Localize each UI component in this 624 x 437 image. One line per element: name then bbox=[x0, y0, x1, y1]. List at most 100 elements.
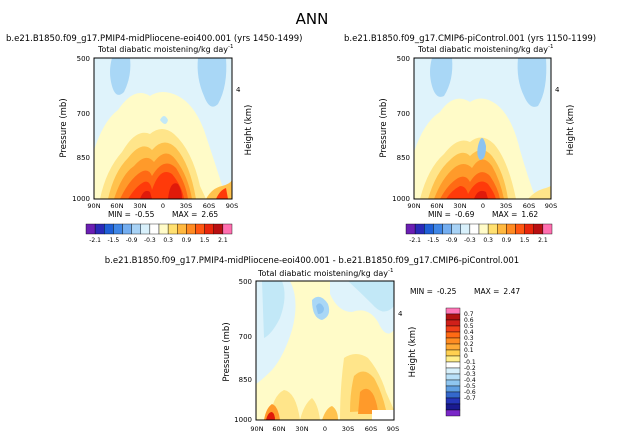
panel-b-ytick: 1000 bbox=[392, 195, 410, 203]
colorbar-diff-tick-label: 0.7 bbox=[464, 311, 474, 318]
panel-c-xtick: 30N bbox=[295, 425, 308, 433]
colorbar-a-swatch bbox=[104, 223, 114, 235]
colorbar-a-swatch bbox=[167, 223, 178, 235]
colorbar-b-swatch bbox=[542, 223, 553, 235]
panel-c-max: MAX = 2.47 bbox=[474, 287, 520, 296]
panel-c-sh-blue bbox=[348, 281, 394, 312]
colorbar-a-swatch bbox=[131, 223, 141, 235]
colorbar-diff-tick-label: -0.4 bbox=[464, 377, 476, 384]
colorbar-b-tick-label: 1.5 bbox=[520, 237, 530, 244]
panel-a-min: MIN = -0.55 bbox=[108, 210, 155, 219]
panel-a-ytick: 850 bbox=[77, 154, 90, 162]
colorbar-b-tick-label: 2.1 bbox=[538, 237, 548, 244]
panel-c-nh-red bbox=[266, 412, 275, 420]
panel-b-xtick: 60N bbox=[430, 202, 443, 210]
panel-c-ytick: 500 bbox=[239, 278, 252, 286]
panel-b-xtick: 90N bbox=[407, 202, 420, 210]
panel-a-ytick: 500 bbox=[77, 55, 90, 63]
colorbar-a-swatch bbox=[85, 223, 96, 235]
panel-c-frame bbox=[255, 280, 395, 421]
panel-b: b.e21.B1850.f09_g17.CMIP6-piControl.001 … bbox=[344, 34, 596, 219]
panel-a-case-title: b.e21.B1850.f09_g17.PMIP4-midPliocene-eo… bbox=[6, 34, 302, 44]
panel-b-xtick: 30N bbox=[453, 202, 466, 210]
panel-c-yticks: 500 700 850 1000 bbox=[234, 278, 252, 424]
panel-a-max: MAX = 2.65 bbox=[172, 210, 218, 219]
panel-c-ylabel: Pressure (mb) bbox=[222, 322, 232, 381]
panel-c-xtick: 30S bbox=[342, 425, 354, 433]
colorbar-b-tick-label: -0.3 bbox=[464, 237, 476, 244]
colorbar-b-swatch bbox=[478, 223, 489, 235]
colorbar-b-swatch bbox=[414, 223, 425, 235]
colorbar-a-swatch bbox=[195, 223, 205, 235]
colorbar-a-tick-label: -1.5 bbox=[108, 237, 120, 244]
colorbar-diff-swatch bbox=[445, 349, 461, 357]
colorbar-a-tick-label: 2.1 bbox=[218, 237, 228, 244]
panel-b-sh-yellow bbox=[528, 186, 551, 199]
colorbar-b-tick-label: -0.9 bbox=[446, 237, 458, 244]
colorbar-a-swatch bbox=[186, 223, 196, 235]
panel-a-blue-sh bbox=[197, 58, 227, 107]
panel-b-right-label: Height (km) bbox=[566, 105, 576, 156]
panel-b-blue-nh bbox=[430, 58, 453, 97]
panel-a-xtick: 0 bbox=[161, 202, 165, 210]
panel-b-field bbox=[414, 58, 551, 199]
panel-b-xtick: 60S bbox=[523, 202, 535, 210]
colorbar-diff-tick-label: -0.3 bbox=[464, 371, 476, 378]
colorbar-diff-swatch bbox=[445, 403, 461, 411]
colorbar-b-swatch bbox=[451, 223, 461, 235]
panel-c-ytick: 700 bbox=[239, 333, 252, 341]
colorbar-a-tick-label: -2.1 bbox=[89, 237, 101, 244]
panel-a-blue-eq bbox=[160, 116, 168, 124]
colorbar-a-tick-label: -0.3 bbox=[144, 237, 156, 244]
panel-b-case-title: b.e21.B1850.f09_g17.CMIP6-piControl.001 … bbox=[344, 34, 596, 44]
panel-b-frame bbox=[413, 57, 552, 200]
colorbar-b-swatch bbox=[433, 223, 443, 235]
panel-b-xtick: 30S bbox=[500, 202, 512, 210]
colorbar-a-tick-label: 0.9 bbox=[182, 237, 192, 244]
panel-a-xtick: 90N bbox=[87, 202, 100, 210]
colorbar-b-swatch bbox=[405, 223, 416, 235]
colorbar-b-swatch bbox=[524, 223, 534, 235]
colorbar-b-swatch bbox=[442, 223, 452, 235]
panel-b-deep-red bbox=[474, 190, 488, 199]
panel-b-blue-sh bbox=[517, 58, 547, 107]
colorbar-a-swatch bbox=[113, 223, 123, 235]
panel-c-xtick: 0 bbox=[323, 425, 327, 433]
colorbar-diff-swatch bbox=[445, 355, 461, 363]
panel-b-xticks: 90N 60N 30N 0 30S 60S 90S bbox=[407, 202, 557, 210]
colorbar-a-swatch bbox=[177, 223, 187, 235]
panel-c-case-title: b.e21.B1850.f09_g17.PMIP4-midPliocene-eo… bbox=[105, 256, 519, 266]
panel-c-xtick: 60S bbox=[365, 425, 377, 433]
colorbar-a-swatch bbox=[149, 223, 160, 235]
panel-a-blue-nh bbox=[110, 58, 131, 95]
colorbar-diff-tick-label: 0 bbox=[464, 353, 468, 360]
colorbar-b-tick-label: -2.1 bbox=[409, 237, 421, 244]
panel-c-eq-yellow-low bbox=[300, 398, 320, 420]
colorbar-diff-swatch bbox=[445, 361, 461, 369]
colorbar-diff-tick-label: 0.6 bbox=[464, 317, 474, 324]
colorbar-a-swatch bbox=[122, 223, 132, 235]
panel-b-min: MIN = -0.69 bbox=[428, 210, 475, 219]
colorbar-b-swatch bbox=[497, 223, 507, 235]
colorbar-a-tick-label: 0.3 bbox=[163, 237, 173, 244]
panel-a-xtick: 60N bbox=[110, 202, 123, 210]
panel-b-ytick: 850 bbox=[397, 154, 410, 162]
colorbar-diff-swatch bbox=[445, 337, 461, 345]
panel-c-nh-blue bbox=[262, 281, 285, 338]
colorbar-diff-tick-label: 0.2 bbox=[464, 341, 474, 348]
panel-c-eq-orange-low bbox=[322, 406, 338, 420]
panel-c-min: MIN = -0.25 bbox=[410, 287, 457, 296]
colorbar-diff-tick-label: 0.5 bbox=[464, 323, 474, 330]
figure-title: ANN bbox=[296, 10, 329, 28]
panel-b-right-tick: 4 bbox=[555, 86, 560, 94]
colorbar-diff-swatch bbox=[445, 343, 461, 351]
colorbar-a-swatch bbox=[94, 223, 105, 235]
panel-c-sh-orange bbox=[358, 388, 378, 414]
colorbar-a-swatch bbox=[140, 223, 151, 235]
colorbar-b-tick-label: 0.9 bbox=[502, 237, 512, 244]
panel-c-right-tick: 4 bbox=[398, 310, 403, 318]
panel-a-frame bbox=[93, 57, 233, 200]
panel-b-ytick: 700 bbox=[397, 110, 410, 118]
colorbar-diff-swatch bbox=[445, 313, 461, 321]
colorbar-diff-swatch bbox=[445, 319, 461, 327]
